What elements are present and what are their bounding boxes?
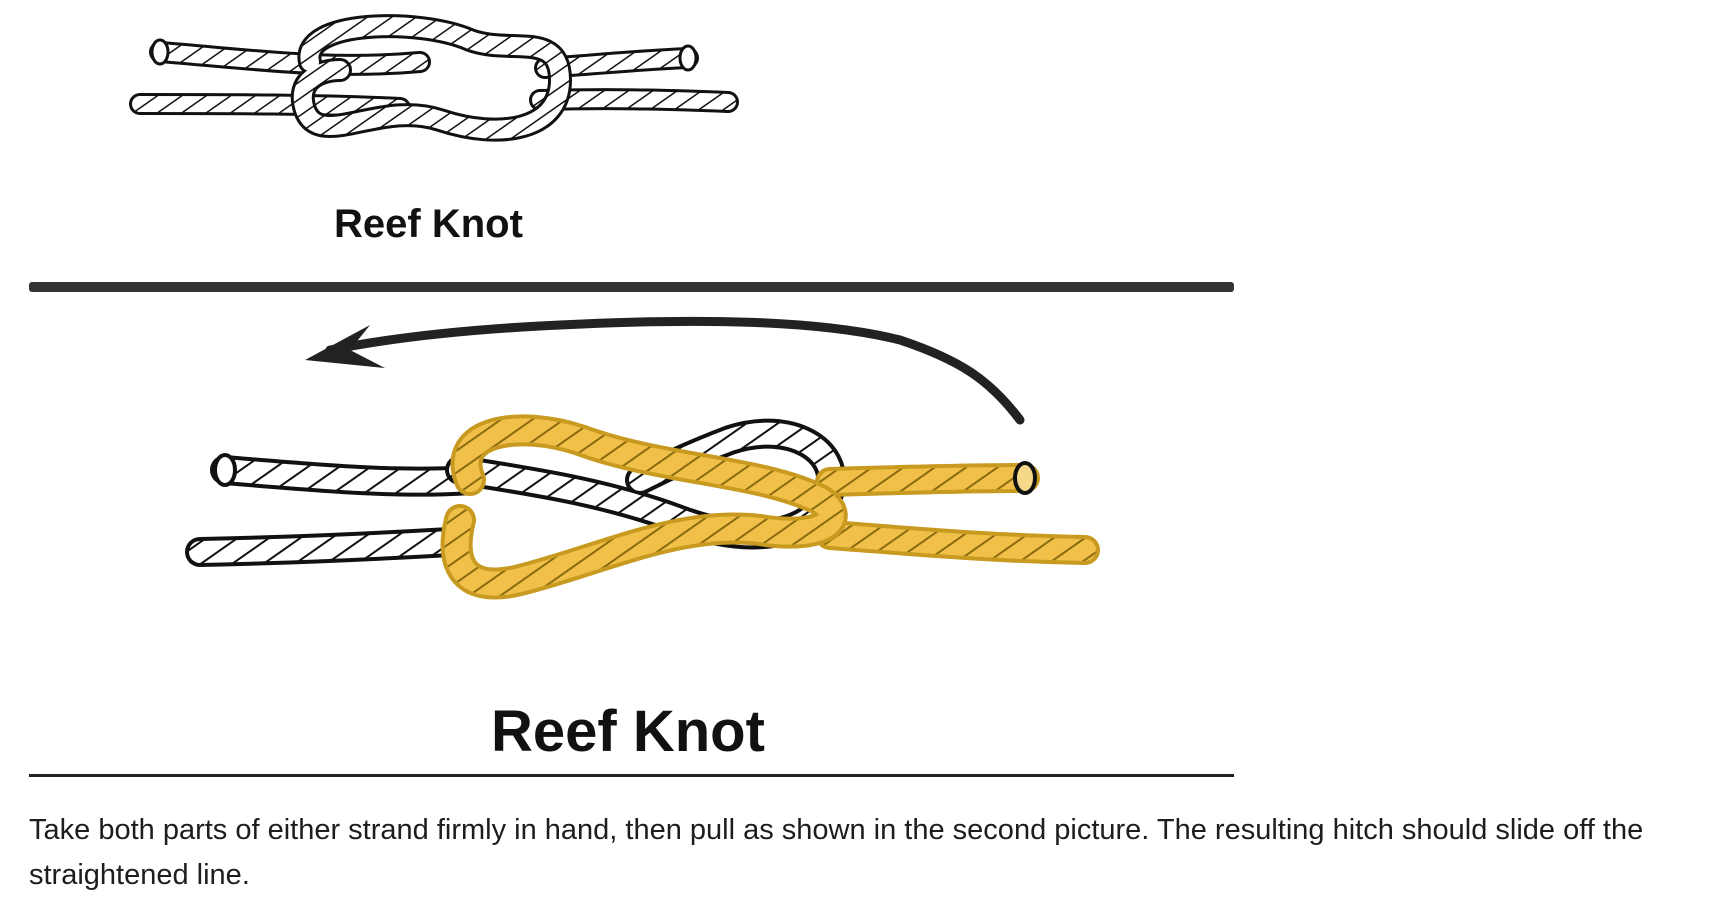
figure-caption: Reef Knot [334, 202, 523, 246]
figure-caption: Reef Knot [491, 699, 765, 764]
pull-arrow-icon [305, 316, 1025, 425]
rope-end-cap [1013, 461, 1037, 495]
reef-knot-highlighted-illustration [185, 316, 1100, 600]
rope-strand-upper [149, 41, 699, 79]
knot-loops [290, 14, 573, 142]
rope-end-cap [678, 44, 698, 72]
reef-knot-illustration [129, 14, 739, 142]
rope-strand-highlighted [440, 414, 1100, 600]
section-divider [29, 282, 1234, 292]
rope-end-cap [150, 38, 170, 66]
instruction-paragraph: Take both parts of either strand firmly … [29, 814, 1644, 891]
section-divider [29, 774, 1234, 777]
rope-end-cap [213, 453, 237, 487]
rope-strand-plain [185, 418, 847, 567]
